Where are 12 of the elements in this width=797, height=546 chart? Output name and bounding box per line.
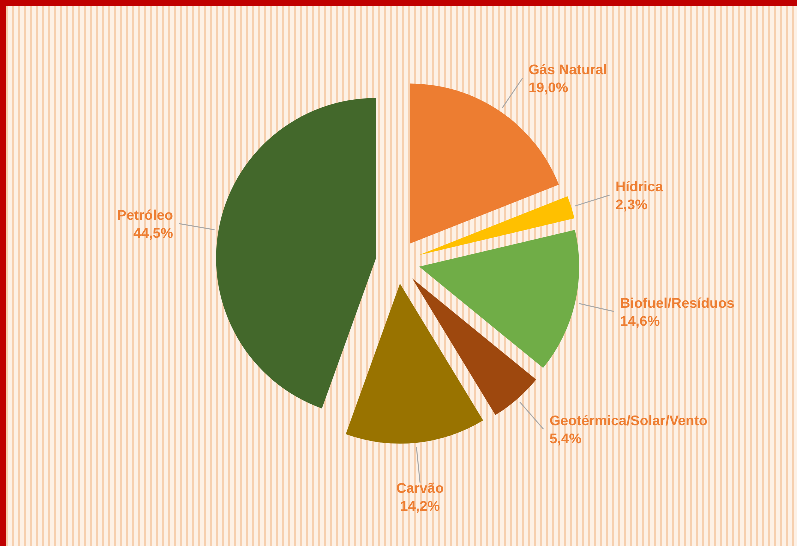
data-label: 5,4% <box>550 430 582 446</box>
data-label: 14,6% <box>620 312 661 329</box>
slice-label: Geotérmica/Solar/Vento <box>550 412 708 428</box>
slice-label: Carvão <box>396 480 444 496</box>
data-label: 19,0% <box>528 79 570 96</box>
slice-label: Gás Natural <box>528 61 608 78</box>
slice-label: Hídrica <box>616 178 664 194</box>
data-label: 14,2% <box>400 498 441 514</box>
slice-label: Biofuel/Resíduos <box>620 294 735 311</box>
data-label: 2,3% <box>616 196 648 212</box>
data-label: 44,5% <box>134 224 174 241</box>
slice-label: Petróleo <box>117 206 174 223</box>
